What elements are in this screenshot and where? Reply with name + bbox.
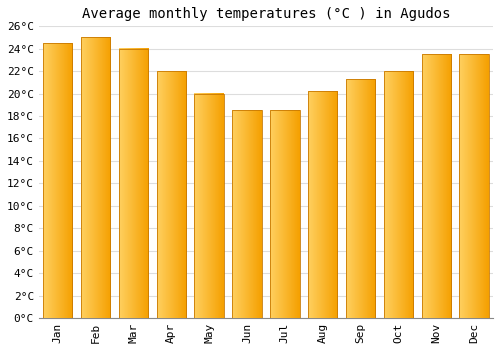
Bar — [346, 79, 376, 318]
Bar — [270, 110, 300, 318]
Title: Average monthly temperatures (°C ) in Agudos: Average monthly temperatures (°C ) in Ag… — [82, 7, 450, 21]
Bar — [156, 71, 186, 318]
Bar — [308, 91, 338, 318]
Bar — [194, 93, 224, 318]
Bar — [384, 71, 413, 318]
Bar — [422, 54, 451, 318]
Bar — [232, 110, 262, 318]
Bar — [460, 54, 489, 318]
Bar — [118, 49, 148, 318]
Bar — [43, 43, 72, 318]
Bar — [81, 37, 110, 318]
